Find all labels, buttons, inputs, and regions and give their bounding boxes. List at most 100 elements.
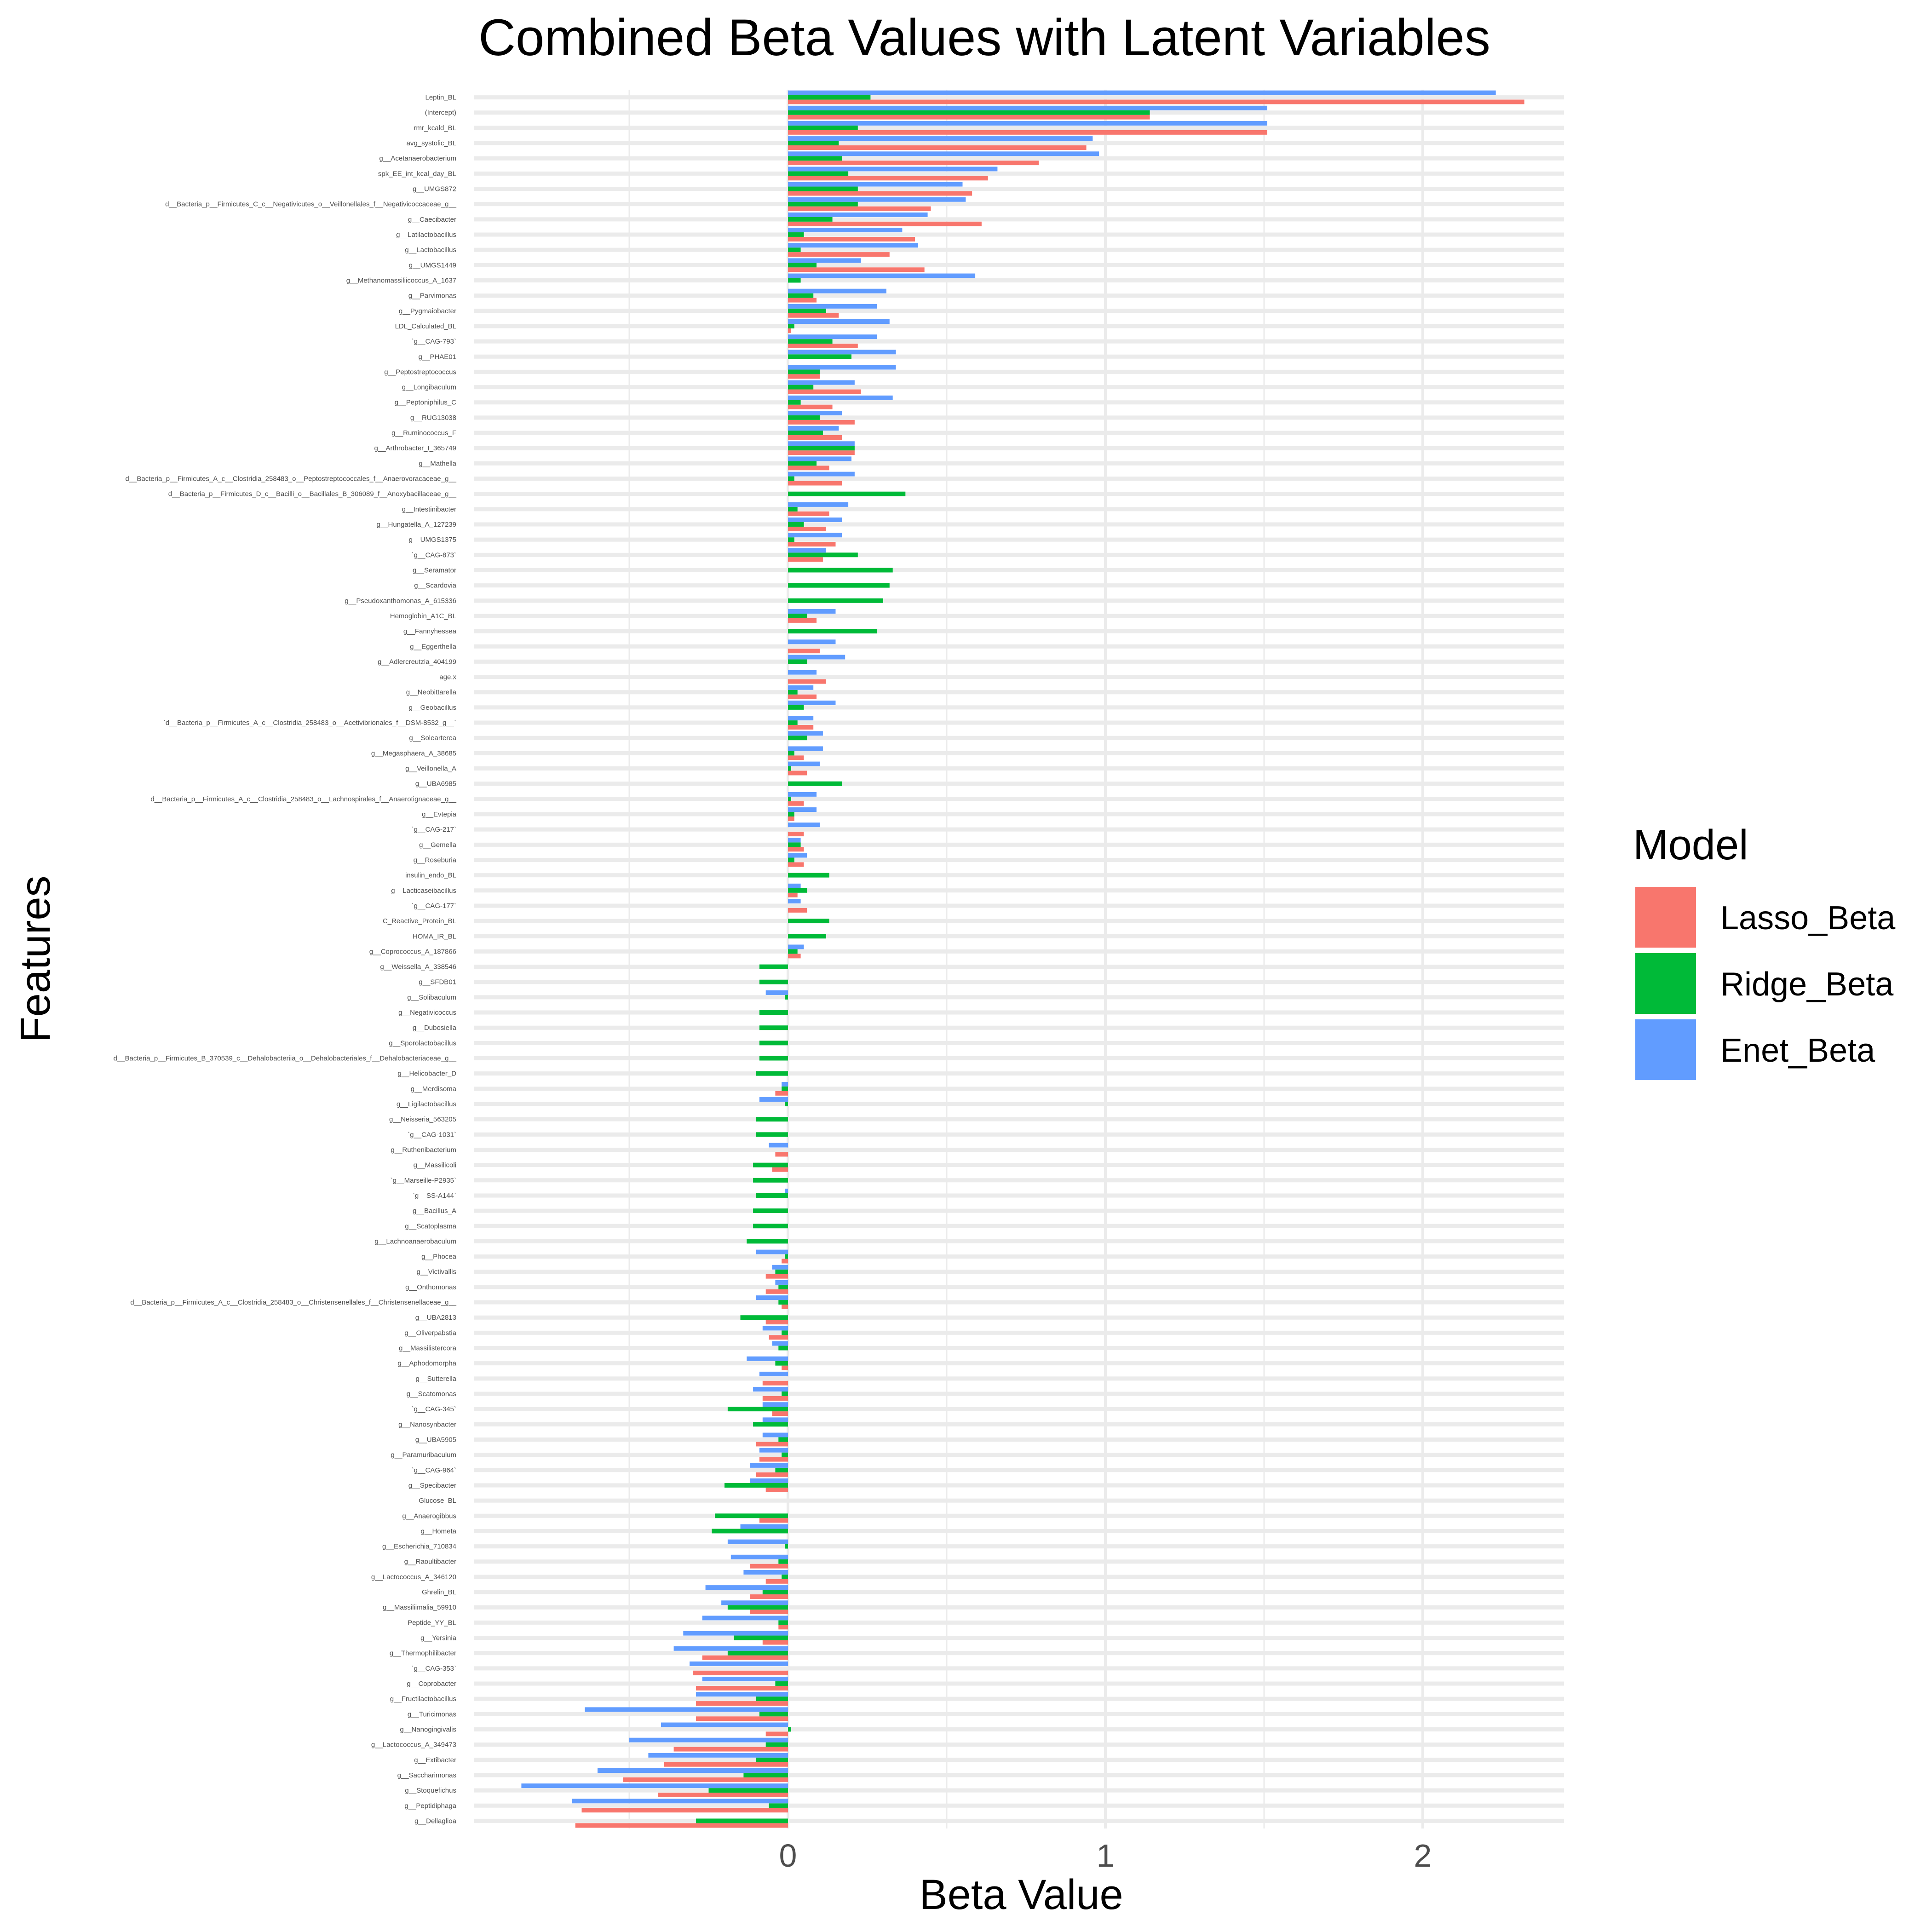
bar-lasso xyxy=(788,542,836,547)
bar-lasso xyxy=(769,1335,788,1340)
bar-enet xyxy=(788,761,820,766)
bar-ridge xyxy=(788,186,858,191)
bar-ridge xyxy=(727,1605,788,1610)
y-tick-label: `g__CAG-873` xyxy=(411,551,456,559)
y-tick-label: g__Peptostreptococcus xyxy=(384,368,456,376)
y-tick-label: g__Roseburia xyxy=(414,856,457,864)
bar-lasso xyxy=(759,1518,788,1523)
bar-ridge xyxy=(788,293,814,298)
bar-ridge xyxy=(788,247,801,253)
legend-items: Lasso_Beta Ridge_Beta Enet_Beta xyxy=(1635,887,1896,1080)
bar-enet xyxy=(759,1097,788,1102)
y-tick-label: g__Coprococcus_A_187866 xyxy=(369,948,456,955)
y-tick-label: g__Solibaculum xyxy=(407,994,456,1001)
y-tick-label: g__Sporolactobacillus xyxy=(389,1039,456,1047)
bar-ridge xyxy=(788,934,826,939)
bar-ridge xyxy=(775,1681,788,1686)
bar-enet xyxy=(782,1081,788,1087)
bar-enet xyxy=(759,1448,788,1453)
bar-enet xyxy=(727,1539,788,1544)
bar-lasso xyxy=(788,344,858,349)
bar-enet xyxy=(788,334,877,339)
legend-swatch-enet xyxy=(1635,1019,1696,1080)
bar-enet xyxy=(721,1600,788,1605)
bar-lasso xyxy=(575,1823,788,1828)
y-tick-label: g__Seramator xyxy=(413,566,456,574)
bar-enet xyxy=(585,1707,788,1712)
y-tick-label: g__Scardovia xyxy=(414,582,456,590)
bar-ridge xyxy=(785,1102,788,1106)
bar-lasso xyxy=(750,1610,788,1615)
bar-ridge xyxy=(753,1162,788,1167)
y-tick-label: g__Veillonella_A xyxy=(405,765,456,773)
bar-lasso xyxy=(788,252,890,257)
bar-ridge xyxy=(788,446,855,451)
bar-enet xyxy=(788,136,1093,141)
bar-ridge xyxy=(753,1178,788,1183)
y-tick-label: g__UBA2813 xyxy=(415,1314,456,1322)
y-tick-label: g__Solearterea xyxy=(409,734,456,742)
bar-ridge xyxy=(756,1117,788,1122)
bar-ridge xyxy=(759,1025,788,1030)
y-tick-label: g__Escherichia_710834 xyxy=(382,1543,456,1551)
bar-ridge xyxy=(696,1818,788,1823)
bar-lasso xyxy=(788,99,1524,104)
y-tick-label: `g__CAG-1031` xyxy=(408,1131,456,1138)
bar-lasso xyxy=(750,1594,788,1599)
y-tick-label: g__Lactococcus_A_346120 xyxy=(371,1573,456,1581)
bar-lasso xyxy=(788,770,807,776)
bar-ridge xyxy=(788,415,820,420)
y-tick-label: g__Gemella xyxy=(419,841,457,849)
y-tick-label: d__Bacteria_p__Firmicutes_A_c__Clostridi… xyxy=(125,475,456,483)
bar-lasso xyxy=(664,1762,788,1767)
y-tick-label: `d__Bacteria_p__Firmicutes_A_c__Clostrid… xyxy=(163,719,456,727)
y-tick-label: g__Eggerthella xyxy=(410,643,457,650)
bar-enet xyxy=(788,502,849,507)
y-tick-label: LDL_Calculated_BL xyxy=(395,322,456,330)
bar-lasso xyxy=(788,694,817,699)
bar-enet xyxy=(788,853,807,858)
bar-enet xyxy=(788,304,877,309)
y-tick-label: g__Evtepia xyxy=(422,811,457,818)
y-tick-label: g__Fannyhessea xyxy=(403,627,457,635)
bar-enet xyxy=(696,1692,788,1697)
bar-lasso xyxy=(788,176,988,181)
bar-enet xyxy=(762,1417,788,1422)
bar-enet xyxy=(769,1143,788,1148)
y-tick-label: g__Scatomonas xyxy=(407,1390,456,1398)
bar-enet xyxy=(743,1570,788,1575)
bar-ridge xyxy=(759,1010,788,1015)
bar-ridge xyxy=(759,964,788,969)
y-tick-label: g__Ruminococcus_F xyxy=(391,429,456,437)
y-tick-label: g__Geobacillus xyxy=(409,704,456,712)
bar-lasso xyxy=(765,1320,788,1325)
bar-ridge xyxy=(788,690,798,695)
bar-enet xyxy=(788,472,855,477)
bar-enet xyxy=(705,1585,788,1590)
y-tick-label: Leptin_BL xyxy=(425,94,456,102)
y-tick-label: g__Coprobacter xyxy=(407,1680,456,1688)
y-tick-label: g__Ruthenibacterium xyxy=(391,1146,456,1154)
bar-ridge xyxy=(788,766,791,771)
y-tick-label: g__Parvimonas xyxy=(408,292,456,300)
bar-ridge xyxy=(782,1330,788,1335)
y-tick-label: HOMA_IR_BL xyxy=(413,932,456,940)
bar-ridge xyxy=(788,949,798,954)
bar-lasso xyxy=(782,1305,788,1309)
bar-ridge xyxy=(788,217,833,222)
legend-label: Ridge_Beta xyxy=(1720,966,1894,1003)
bar-ridge xyxy=(788,857,794,862)
bar-enet xyxy=(788,670,817,675)
bar-enet xyxy=(788,410,842,415)
bar-enet xyxy=(788,456,851,461)
y-tick-label: g__Scatoplasma xyxy=(405,1222,456,1230)
bar-enet xyxy=(788,548,826,553)
bar-lasso xyxy=(788,450,855,455)
bar-enet xyxy=(762,1402,788,1407)
y-tick-label: g__Hometa xyxy=(420,1527,456,1535)
bar-ridge xyxy=(788,461,817,466)
bar-lasso xyxy=(788,328,791,333)
bar-ridge xyxy=(788,552,858,558)
bar-ridge xyxy=(788,323,794,328)
bar-enet xyxy=(648,1753,788,1758)
